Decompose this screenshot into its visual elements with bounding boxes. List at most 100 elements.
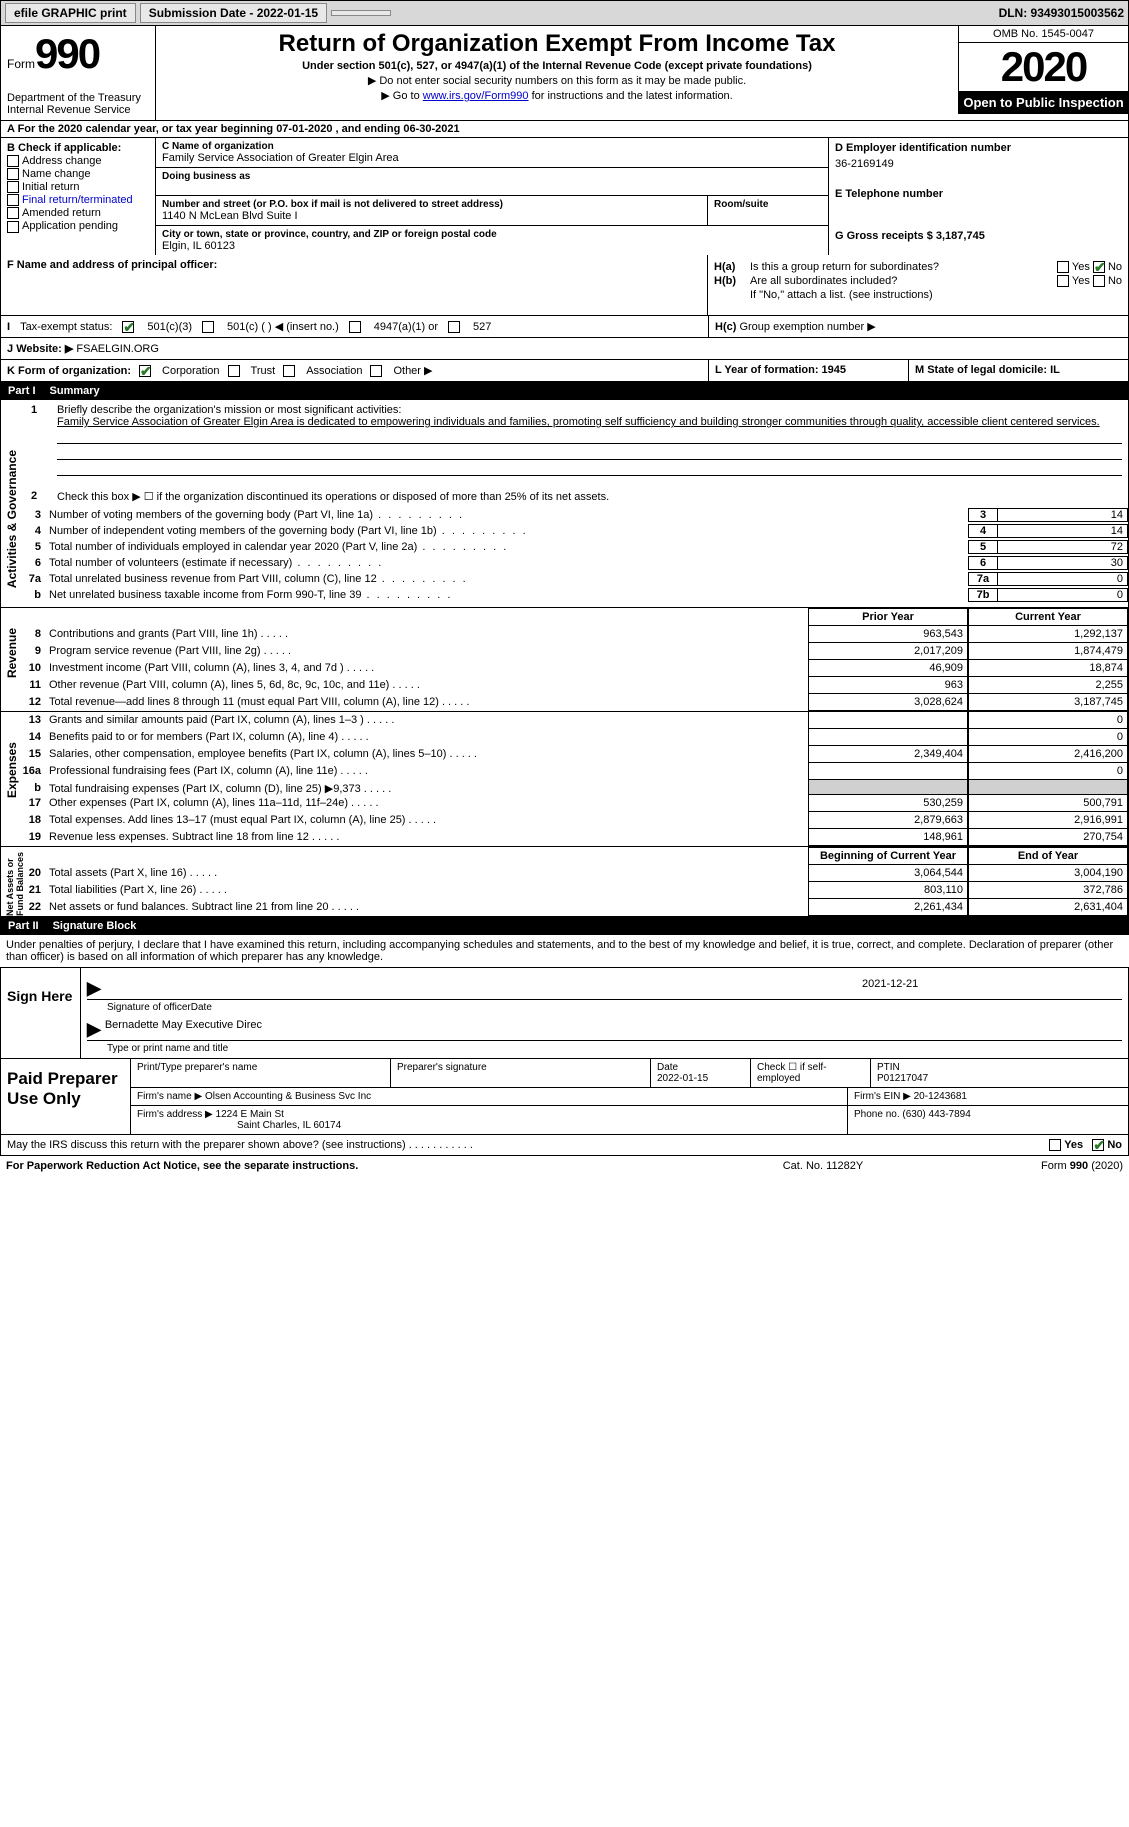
irs-link[interactable]: www.irs.gov/Form990	[423, 90, 529, 102]
summary-line-7a: 7aTotal unrelated business revenue from …	[1, 571, 1128, 587]
k-association[interactable]	[283, 365, 295, 377]
field-dba: Doing business as	[156, 168, 828, 196]
check-amended-return[interactable]: Amended return	[7, 207, 149, 219]
e-phone-label: E Telephone number	[835, 188, 1122, 200]
prep-date: Date2022-01-15	[651, 1059, 751, 1087]
i-text: Tax-exempt status:	[20, 321, 112, 333]
org-name: Family Service Association of Greater El…	[162, 152, 822, 164]
line1-text: Briefly describe the organization's miss…	[57, 404, 401, 416]
k-corporation[interactable]	[139, 365, 151, 377]
dba-label: Doing business as	[162, 171, 822, 182]
j-label: J	[7, 343, 13, 355]
k-other[interactable]	[370, 365, 382, 377]
col-end-year: End of Year	[968, 847, 1128, 865]
ha-yes[interactable]	[1057, 261, 1069, 273]
k-form-org: K Form of organization: Corporation Trus…	[1, 360, 708, 381]
check-501c3[interactable]	[122, 321, 134, 333]
f-label: F Name and address of principal officer:	[7, 259, 217, 271]
section-revenue: Revenue Prior Year Current Year 8Contrib…	[1, 608, 1128, 712]
check-527[interactable]	[448, 321, 460, 333]
summary-line-b: bTotal fundraising expenses (Part IX, co…	[1, 780, 1128, 795]
arrow-icon: ▶	[87, 1019, 101, 1040]
header-right: OMB No. 1545-0047 2020 Open to Public In…	[958, 26, 1128, 114]
check-final-return[interactable]: Final return/terminated	[7, 194, 149, 206]
paid-preparer-label: Paid Preparer Use Only	[1, 1059, 131, 1134]
footer-catno: Cat. No. 11282Y	[723, 1160, 923, 1172]
col-prior-year: Prior Year	[808, 608, 968, 626]
form-number: 990	[35, 30, 99, 77]
sig-date-label: Date	[191, 1002, 212, 1013]
signature-intro: Under penalties of perjury, I declare th…	[0, 935, 1129, 967]
part-i-header: Part I Summary	[0, 382, 1129, 400]
check-application-pending[interactable]: Application pending	[7, 220, 149, 232]
check-4947[interactable]	[349, 321, 361, 333]
ha-no[interactable]	[1093, 261, 1105, 273]
check-name-change[interactable]: Name change	[7, 168, 149, 180]
sig-date-value: 2021-12-21	[862, 978, 1122, 999]
klm-row: K Form of organization: Corporation Trus…	[0, 360, 1129, 382]
type-name-label: Type or print name and title	[107, 1043, 228, 1054]
form-label-box: Form990 Department of the Treasury Inter…	[1, 26, 156, 120]
part-i-title: Summary	[50, 385, 100, 397]
prep-self-employed[interactable]: Check ☐ if self-employed	[751, 1059, 871, 1087]
field-city: City or town, state or province, country…	[156, 226, 828, 255]
efile-print-button[interactable]: efile GRAPHIC print	[5, 3, 136, 23]
line2-text: Check this box ▶ ☐ if the organization d…	[57, 491, 609, 503]
address-value: 1140 N McLean Blvd Suite I	[162, 210, 701, 222]
g-gross-receipts: G Gross receipts $ 3,187,745	[835, 230, 1122, 242]
officer-name-title: Bernadette May Executive Direc	[105, 1019, 262, 1040]
col-current-year: Current Year	[968, 608, 1128, 626]
check-501c[interactable]	[202, 321, 214, 333]
firm-address-cell: Firm's address ▶ 1224 E Main StSaint Cha…	[131, 1106, 848, 1134]
note-goto-pre: ▶ Go to	[381, 90, 422, 102]
hb-label: H(b)	[714, 275, 750, 287]
room-label: Room/suite	[714, 199, 822, 210]
part-ii-header: Part II Signature Block	[0, 917, 1129, 935]
dln-label: DLN: 93493015003562	[999, 6, 1124, 20]
h-group-return: H(a) Is this a group return for subordin…	[708, 255, 1128, 315]
hc-label: H(c)	[715, 321, 736, 333]
hc-text: Group exemption number ▶	[739, 321, 875, 333]
discuss-no[interactable]	[1092, 1139, 1104, 1151]
summary-line-19: 19Revenue less expenses. Subtract line 1…	[1, 829, 1128, 846]
section-bcdeg: B Check if applicable: Address change Na…	[0, 138, 1129, 255]
col-b-checks: B Check if applicable: Address change Na…	[1, 138, 156, 255]
vert-label-exp: Expenses	[5, 742, 19, 798]
summary-line-5: 5Total number of individuals employed in…	[1, 539, 1128, 555]
submission-date-button[interactable]: Submission Date - 2022-01-15	[140, 3, 327, 23]
note-goto: ▶ Go to www.irs.gov/Form990 for instruct…	[164, 89, 950, 102]
addr-label: Number and street (or P.O. box if mail i…	[162, 199, 701, 210]
d-ein-value: 36-2169149	[835, 158, 1122, 170]
k-label: K Form of organization:	[7, 365, 131, 377]
header-center: Return of Organization Exempt From Incom…	[156, 26, 958, 106]
summary-line-3: 3Number of voting members of the governi…	[1, 507, 1128, 523]
summary-line-9: 9Program service revenue (Part VIII, lin…	[1, 643, 1128, 660]
hb-no[interactable]	[1093, 275, 1105, 287]
rev-col-header: Prior Year Current Year	[1, 608, 1128, 626]
check-initial-return[interactable]: Initial return	[7, 181, 149, 193]
omb-number: OMB No. 1545-0047	[959, 26, 1128, 43]
hb-yes[interactable]	[1057, 275, 1069, 287]
note-ssn: ▶ Do not enter social security numbers o…	[164, 74, 950, 87]
summary-line-11: 11Other revenue (Part VIII, column (A), …	[1, 677, 1128, 694]
summary-line-16a: 16aProfessional fundraising fees (Part I…	[1, 763, 1128, 780]
line2-num: 2	[31, 490, 37, 502]
department-label: Department of the Treasury Internal Reve…	[7, 92, 149, 116]
form-subtitle: Under section 501(c), 527, or 4947(a)(1)…	[164, 60, 950, 72]
field-address: Number and street (or P.O. box if mail i…	[156, 196, 708, 226]
note-goto-post: for instructions and the latest informat…	[529, 90, 733, 102]
ha-label: H(a)	[714, 261, 750, 273]
blank-button[interactable]	[331, 10, 391, 16]
firm-ein-cell: Firm's EIN ▶ 20-1243681	[848, 1088, 1128, 1105]
summary-line-20: 20Total assets (Part X, line 16) . . . .…	[1, 865, 1128, 882]
field-room: Room/suite	[708, 196, 828, 226]
summary-line-4: 4Number of independent voting members of…	[1, 523, 1128, 539]
discuss-yes[interactable]	[1049, 1139, 1061, 1151]
m-state-domicile: M State of legal domicile: IL	[908, 360, 1128, 381]
k-trust[interactable]	[228, 365, 240, 377]
part-i-body: Activities & Governance 1 Briefly descri…	[0, 400, 1129, 917]
discuss-row: May the IRS discuss this return with the…	[0, 1135, 1129, 1156]
form-header: Form990 Department of the Treasury Inter…	[0, 26, 1129, 121]
check-address-change[interactable]: Address change	[7, 155, 149, 167]
b-label: B Check if applicable:	[7, 142, 149, 154]
